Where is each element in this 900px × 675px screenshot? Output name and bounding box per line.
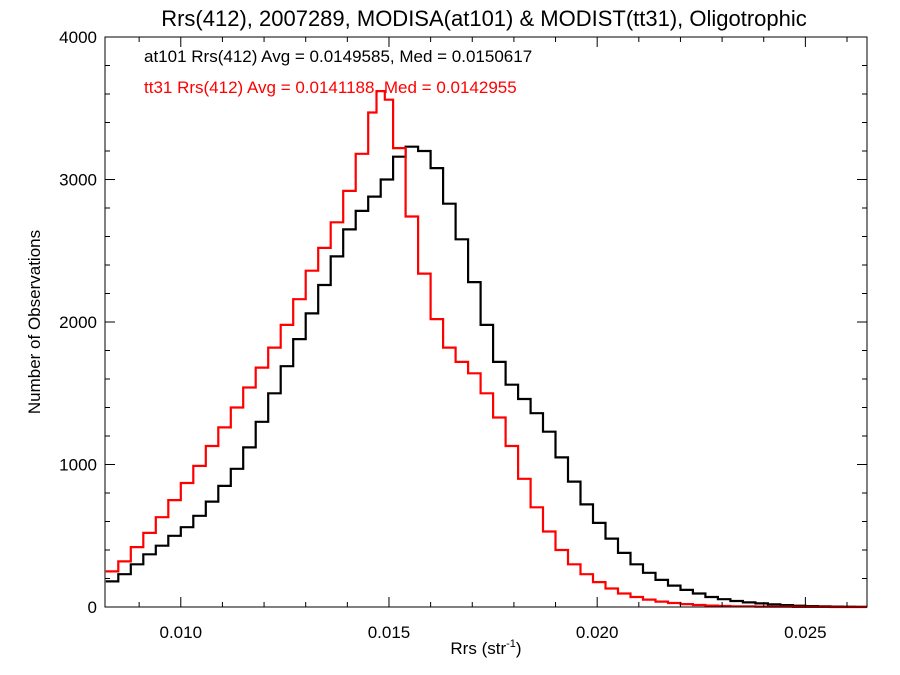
series-layer <box>105 90 867 609</box>
plot-frame <box>104 36 868 608</box>
x-tick-label: 0.015 <box>368 623 411 642</box>
x-axis-label-base: Rrs (str <box>450 639 506 658</box>
y-tick-label: 2000 <box>59 313 97 332</box>
ticks-layer: 0.010 0.015 0.020 0.025 0 1000 2000 3000 4000 <box>59 28 867 642</box>
y-tick-label: 3000 <box>59 171 97 190</box>
series-at101-line <box>105 145 867 608</box>
y-tick-label: 1000 <box>59 456 97 475</box>
x-axis-label: Rrs (str-1) <box>450 638 521 658</box>
x-axis-label-sup: -1 <box>506 638 516 650</box>
chart-title: Rrs(412), 2007289, MODISA(at101) & MODIS… <box>161 6 807 31</box>
series-tt31-line <box>105 90 867 609</box>
y-tick-label: 0 <box>88 598 97 617</box>
x-tick-label: 0.020 <box>576 623 619 642</box>
x-tick-label: 0.010 <box>160 623 203 642</box>
x-tick-label: 0.025 <box>784 623 827 642</box>
y-axis-label: Number of Observations <box>25 230 44 414</box>
stat-label-tt31: tt31 Rrs(412) Avg = 0.0141188, Med = 0.0… <box>144 78 517 97</box>
stat-label-at101: at101 Rrs(412) Avg = 0.0149585, Med = 0.… <box>144 47 532 66</box>
y-tick-label: 4000 <box>59 28 97 47</box>
x-axis-label-close: ) <box>516 639 522 658</box>
